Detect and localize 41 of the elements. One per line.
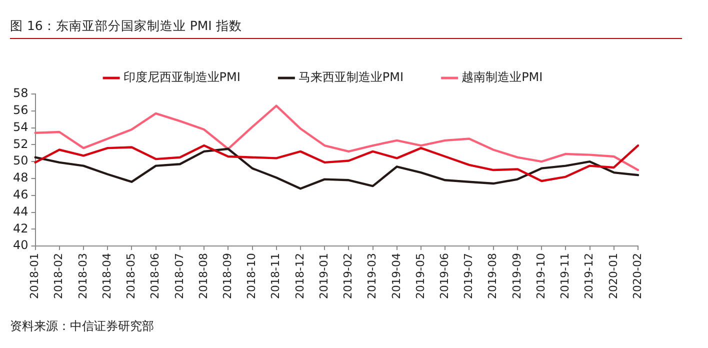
- x-tick-label: 2019-09: [510, 253, 524, 300]
- x-tick-label: 2018-07: [172, 253, 186, 300]
- x-tick-label: 2019-06: [438, 253, 451, 300]
- y-tick-label: 54: [12, 120, 28, 134]
- x-tick-label: 2018-02: [52, 253, 66, 300]
- y-tick-label: 50: [12, 154, 28, 168]
- x-tick-label: 2020-02: [630, 253, 644, 300]
- y-tick-label: 40: [12, 238, 28, 252]
- x-tick-label: 2018-10: [245, 253, 258, 300]
- legend-label: 越南制造业PMI: [462, 70, 543, 84]
- x-tick-label: 2019-04: [390, 253, 403, 300]
- y-tick-label: 56: [12, 103, 28, 118]
- x-tick-label: 2019-01: [317, 253, 330, 300]
- x-tick-label: 2018-01: [28, 253, 42, 300]
- x-tick-label: 2018-04: [100, 253, 114, 300]
- x-tick-label: 2019-03: [366, 253, 379, 300]
- y-tick-label: 42: [12, 221, 28, 236]
- x-tick-label: 2018-09: [221, 253, 234, 300]
- x-tick-label: 2019-07: [462, 253, 476, 300]
- x-tick-label: 2018-08: [196, 253, 210, 300]
- legend-label: 印度尼西亚制造业PMI: [123, 70, 240, 84]
- legend-label: 马来西亚制造业PMI: [298, 70, 404, 84]
- x-tick-label: 2020-01: [606, 253, 620, 300]
- x-tick-label: 2018-06: [148, 253, 162, 300]
- x-tick-label: 2019-10: [534, 253, 548, 300]
- x-tick-label: 2018-11: [269, 253, 282, 300]
- y-tick-label: 48: [12, 170, 28, 185]
- x-tick-label: 2019-05: [414, 253, 427, 300]
- x-tick-label: 2018-12: [293, 253, 306, 300]
- x-tick-label: 2018-05: [124, 253, 138, 300]
- text: 资料来源：中信证券研究部: [10, 318, 154, 335]
- y-tick-label: 52: [12, 136, 28, 151]
- x-tick-label: 2018-03: [76, 253, 90, 300]
- y-tick-label: 46: [12, 187, 28, 202]
- x-tick-label: 2019-02: [342, 253, 355, 300]
- x-tick-label: 2019-11: [558, 253, 572, 300]
- x-tick-label: 2019-08: [486, 253, 500, 300]
- chart-title: 图 16：东南亚部分国家制造业 PMI 指数: [10, 18, 682, 39]
- y-tick-label: 44: [12, 204, 28, 218]
- x-tick-label: 2019-12: [582, 253, 596, 300]
- y-tick-label: 58: [12, 86, 28, 100]
